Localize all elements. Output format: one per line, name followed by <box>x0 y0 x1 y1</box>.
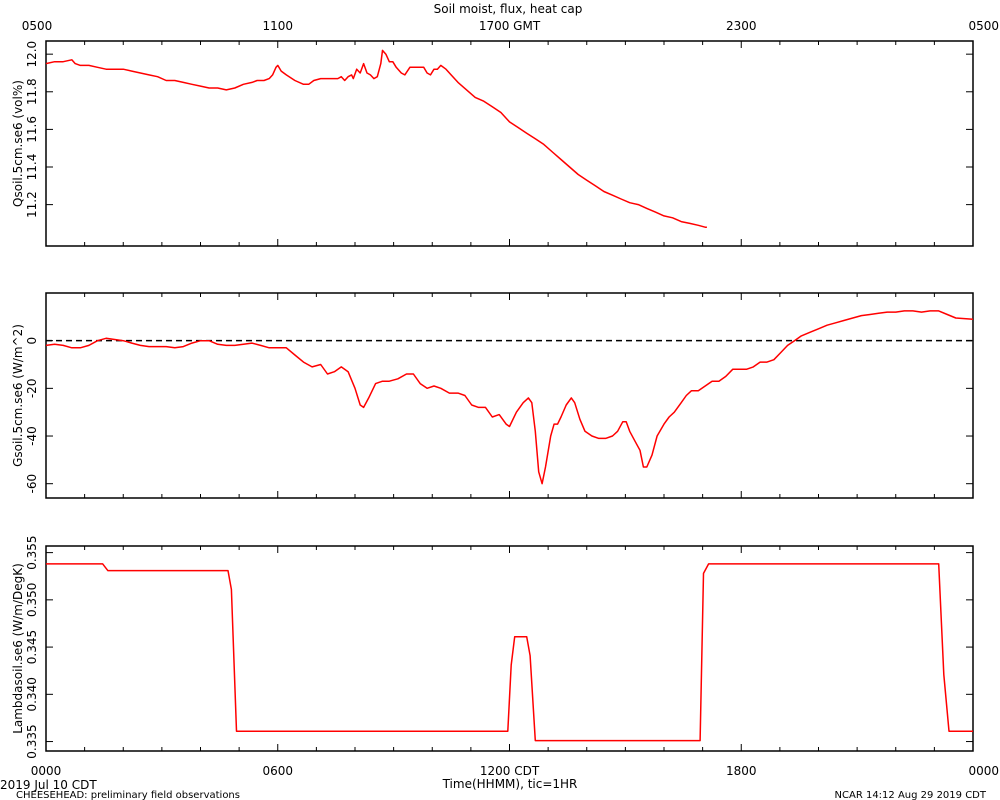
y-tick-label: -20 <box>25 379 39 399</box>
y-tick-label: 11.6 <box>25 116 39 143</box>
bottom-tick-label: 0000 <box>31 764 62 778</box>
top-tick-label: 1700 GMT <box>479 19 541 33</box>
y-tick-label: -60 <box>25 474 39 494</box>
y-tick-label: -40 <box>25 426 39 446</box>
y-tick-label: 11.2 <box>25 191 39 218</box>
x-axis-label: Time(HHMM), tic=1HR <box>442 777 578 791</box>
bottom-axis-ticks: 0000 0600 1200 CDT 1800 0000 <box>31 764 999 778</box>
footer-note: CHEESEHEAD: preliminary field observatio… <box>16 790 240 800</box>
y-tick-label: 11.8 <box>25 78 39 105</box>
thermal-conductivity-panel: 0.335 0.340 0.345 0.350 0.355Lambdasoil.se6 … <box>11 535 974 759</box>
bottom-tick-label: 1200 CDT <box>480 764 540 778</box>
top-tick-label: 1100 <box>262 19 293 33</box>
plot-frame <box>45 40 974 247</box>
footer-credit: NCAR 14:12 Aug 29 2019 CDT <box>835 790 987 800</box>
top-tick-label: 2300 <box>726 19 757 33</box>
plot-frame <box>45 545 974 752</box>
chart-title: Soil moist, flux, heat cap <box>434 2 583 16</box>
y-tick-label: 0.350 <box>25 583 39 617</box>
y-tick-label: 0.355 <box>25 535 39 569</box>
y-tick-label: 0.335 <box>25 724 39 758</box>
top-tick-label: 0500 <box>968 19 999 33</box>
bottom-tick-label: 0600 <box>262 764 293 778</box>
bottom-tick-label: 1800 <box>726 764 757 778</box>
top-axis-ticks: 0500 1100 1700 GMT 2300 0500 <box>22 19 999 33</box>
bottom-tick-label: 0000 <box>968 764 999 778</box>
series-line <box>45 49 707 228</box>
y-tick-label: 0.345 <box>25 630 39 664</box>
y-axis-label: Lambdasoil.se6 (W/m/DegK) <box>11 563 25 734</box>
y-axis-label: Qsoil.5cm.se6 (vol%) <box>11 80 25 207</box>
series-line <box>46 563 973 742</box>
series-line <box>45 310 974 485</box>
top-tick-label: 0500 <box>22 19 53 33</box>
footer-date: 2019 Jul 10 CDT <box>0 778 97 792</box>
y-tick-label: 0.340 <box>25 677 39 711</box>
y-axis-label: Gsoil.5cm.se6 (W/m^2) <box>11 324 25 467</box>
y-tick-label: 0 <box>25 337 39 345</box>
y-tick-label: 12.0 <box>25 41 39 68</box>
y-tick-label: 11.4 <box>25 154 39 181</box>
